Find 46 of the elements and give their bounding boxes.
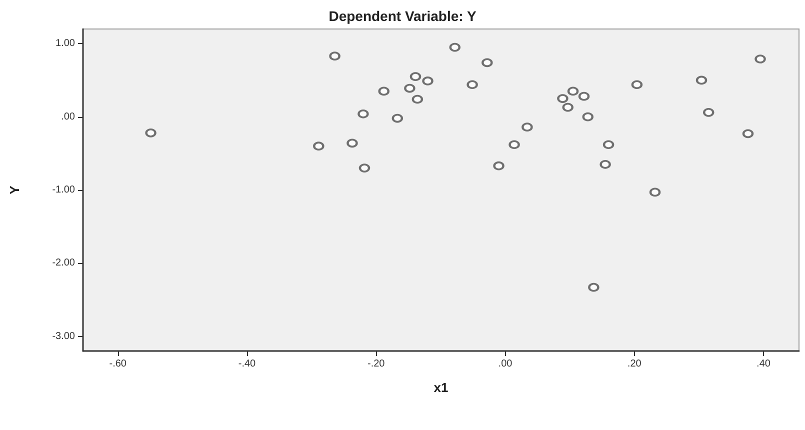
point (742, 129, 754, 138)
y-tick-label: -2.00 (52, 258, 76, 269)
point (346, 138, 358, 148)
point (588, 282, 600, 292)
x-tick-label: -.60 (109, 358, 127, 370)
point (449, 42, 460, 52)
point (358, 109, 369, 118)
point (650, 188, 661, 197)
point (582, 112, 594, 122)
x-tick-label: .00 (498, 358, 513, 370)
point (410, 72, 421, 82)
x-tick-label: .20 (627, 358, 642, 370)
point (522, 122, 533, 132)
point (404, 84, 416, 93)
point (412, 94, 423, 104)
point (557, 94, 568, 104)
x-tick-label: -.20 (367, 358, 386, 370)
y-axis-title: Y (7, 185, 22, 194)
y-tick-label: -3.00 (52, 330, 76, 342)
point (466, 80, 478, 90)
point (145, 128, 156, 138)
point (313, 142, 324, 151)
point (359, 164, 370, 173)
point (392, 114, 403, 123)
x-tick-label: .40 (756, 358, 771, 370)
chart-title: Dependent Variable: Y (328, 8, 477, 24)
point (603, 140, 614, 150)
point (482, 58, 493, 68)
y-tick-label: -1.00 (52, 184, 76, 196)
point (508, 140, 520, 150)
point (696, 76, 708, 85)
x-axis-title: x1 (434, 380, 448, 395)
point (568, 86, 579, 96)
point (703, 108, 714, 117)
point (493, 161, 504, 170)
point (562, 102, 574, 112)
point (600, 160, 611, 169)
point (754, 54, 766, 64)
point (378, 86, 390, 96)
y-tick-label: 1.00 (56, 38, 76, 50)
point (631, 80, 642, 90)
point (329, 52, 340, 61)
point (578, 92, 590, 101)
x-tick-label: -.40 (238, 358, 256, 370)
point (422, 76, 434, 86)
y-tick-label: .00 (61, 111, 76, 122)
